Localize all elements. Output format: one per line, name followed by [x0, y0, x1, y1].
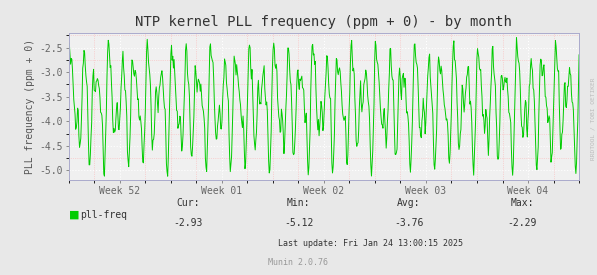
Text: Min:: Min:: [287, 199, 310, 208]
Text: pll-freq: pll-freq: [81, 210, 128, 219]
Text: -2.93: -2.93: [173, 218, 203, 228]
Text: RRDTOOL / TOBI OETIKER: RRDTOOL / TOBI OETIKER: [591, 77, 596, 160]
Text: -5.12: -5.12: [284, 218, 313, 228]
Text: Max:: Max:: [510, 199, 534, 208]
Text: Cur:: Cur:: [176, 199, 200, 208]
Text: Munin 2.0.76: Munin 2.0.76: [269, 258, 328, 267]
Text: -2.29: -2.29: [507, 218, 537, 228]
Text: Last update: Fri Jan 24 13:00:15 2025: Last update: Fri Jan 24 13:00:15 2025: [278, 239, 463, 248]
Text: ■: ■: [69, 210, 79, 219]
Text: Avg:: Avg:: [397, 199, 421, 208]
Y-axis label: PLL frequency (ppm + 0): PLL frequency (ppm + 0): [26, 39, 35, 174]
Title: NTP kernel PLL frequency (ppm + 0) - by month: NTP kernel PLL frequency (ppm + 0) - by …: [136, 15, 512, 29]
Text: -3.76: -3.76: [394, 218, 424, 228]
